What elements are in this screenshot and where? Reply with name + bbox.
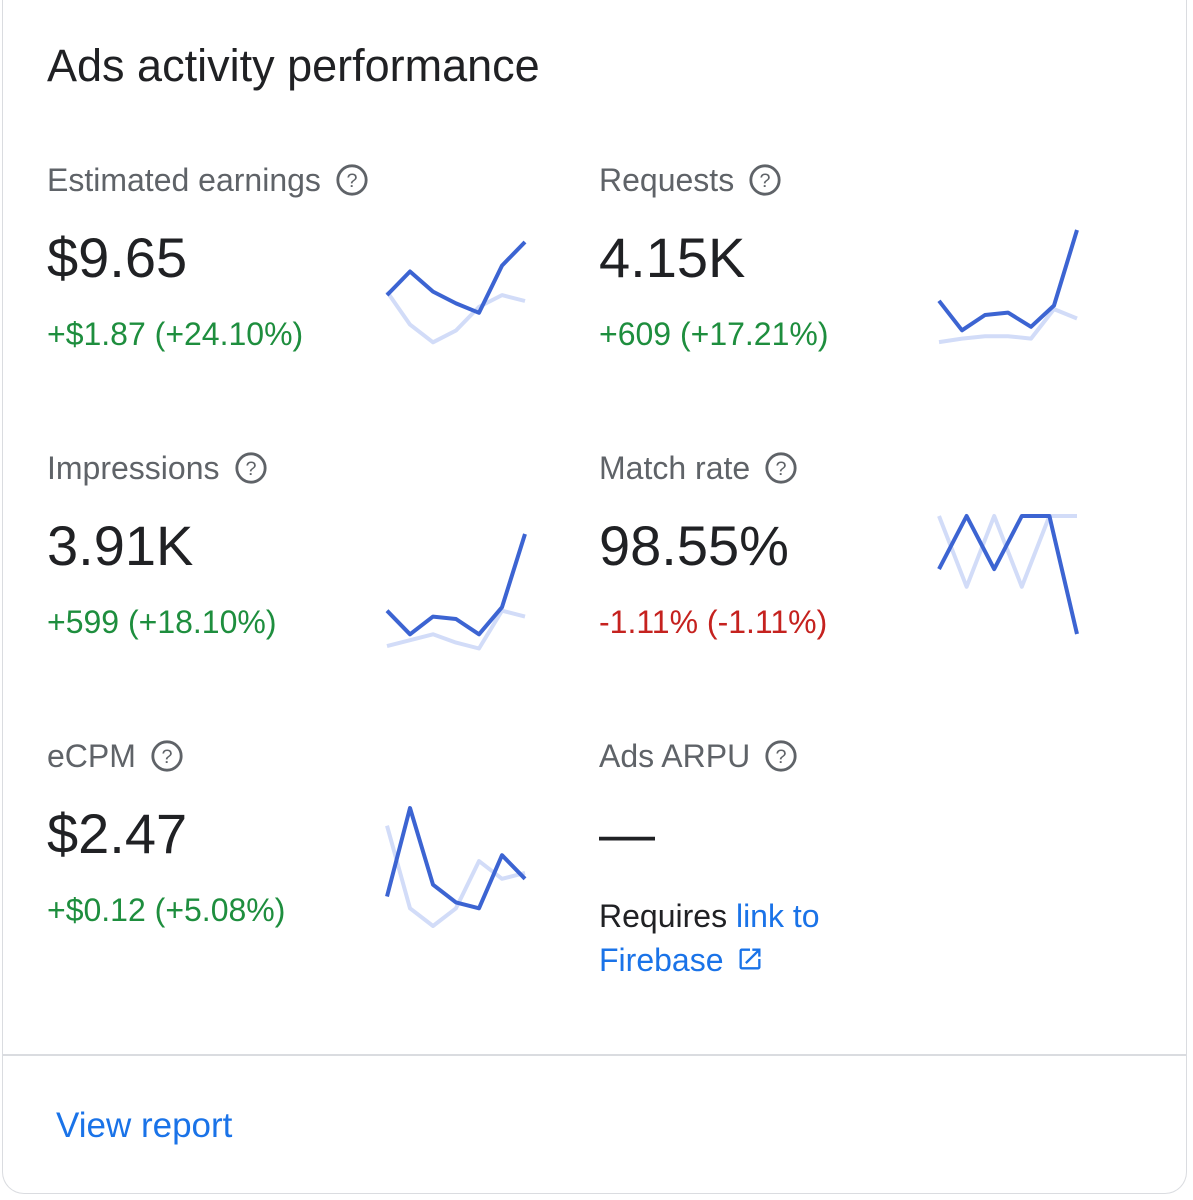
sparkline-chart xyxy=(937,229,1079,345)
help-circle-icon[interactable]: ? xyxy=(764,451,798,485)
help-circle-icon[interactable]: ? xyxy=(764,739,798,773)
sparkline-previous-period xyxy=(385,825,526,928)
metric-label: eCPM xyxy=(47,737,136,774)
sparkline-previous-period xyxy=(937,514,1077,589)
metric-value: 4.15K xyxy=(599,226,746,289)
link-to-firebase[interactable]: link to Firebase xyxy=(599,898,820,978)
svg-text:?: ? xyxy=(760,170,771,192)
sparkline-chart xyxy=(937,514,1079,635)
sparkline-previous-period xyxy=(938,307,1078,345)
metric-label: Requests xyxy=(599,161,735,198)
metric-value: 3.91K xyxy=(47,514,194,577)
metric-ecpm: eCPM ? $2.47 +$0.12 (+5.08%) xyxy=(47,736,567,966)
view-report-link[interactable]: View report xyxy=(56,1106,233,1145)
metric-label: Impressions xyxy=(47,449,220,486)
sparkline-chart xyxy=(385,806,527,928)
metric-match-rate: Match rate ? 98.55% -1.11% (-1.11%) xyxy=(599,448,1119,678)
svg-text:?: ? xyxy=(776,458,787,480)
metric-change: +599 (+18.10%) xyxy=(47,604,277,640)
metric-value: $2.47 xyxy=(47,802,188,865)
help-circle-icon[interactable]: ? xyxy=(335,163,369,197)
metric-change: +609 (+17.21%) xyxy=(599,316,829,352)
svg-text:?: ? xyxy=(776,746,787,768)
metric-change: -1.11% (-1.11%) xyxy=(599,604,828,640)
metric-ads-arpu: Ads ARPU ? — Requires link to Firebase xyxy=(599,736,1119,979)
sparkline-previous-period xyxy=(386,608,526,651)
metric-value-empty: — xyxy=(599,802,655,865)
metric-label: Ads ARPU xyxy=(599,737,751,774)
requires-firebase-note: Requires link to Firebase xyxy=(599,894,919,982)
metric-requests: Requests ? 4.15K +609 (+17.21%) xyxy=(599,160,1119,390)
help-circle-icon[interactable]: ? xyxy=(150,739,184,773)
metric-label: Match rate xyxy=(599,449,751,486)
requires-text: Requires xyxy=(599,898,736,934)
open-in-new-icon xyxy=(739,948,760,970)
metric-impressions: Impressions ? 3.91K +599 (+18.10%) xyxy=(47,448,567,678)
card-title: Ads activity performance xyxy=(47,40,540,91)
footer-divider xyxy=(3,1054,1186,1056)
metric-value: $9.65 xyxy=(47,226,188,289)
metric-change: +$1.87 (+24.10%) xyxy=(47,316,304,352)
help-circle-icon[interactable]: ? xyxy=(234,451,268,485)
sparkline-current-period xyxy=(385,806,527,911)
sparkline-chart xyxy=(385,240,527,345)
sparkline-current-period xyxy=(385,240,527,315)
sparkline-chart xyxy=(385,533,527,651)
sparkline-current-period xyxy=(937,229,1079,333)
help-circle-icon[interactable]: ? xyxy=(748,163,782,197)
sparkline-current-period xyxy=(937,514,1079,635)
svg-text:?: ? xyxy=(161,746,172,768)
svg-text:?: ? xyxy=(245,458,256,480)
metric-estimated-earnings: Estimated earnings ? $9.65 +$1.87 (+24.1… xyxy=(47,160,567,390)
svg-text:?: ? xyxy=(346,170,357,192)
sparkline-previous-period xyxy=(385,290,526,345)
sparkline-current-period xyxy=(385,533,527,637)
metric-value: 98.55% xyxy=(599,514,789,577)
metric-label: Estimated earnings xyxy=(47,161,321,198)
link-to-firebase-label: link to Firebase xyxy=(599,898,820,978)
metric-change: +$0.12 (+5.08%) xyxy=(47,892,286,928)
